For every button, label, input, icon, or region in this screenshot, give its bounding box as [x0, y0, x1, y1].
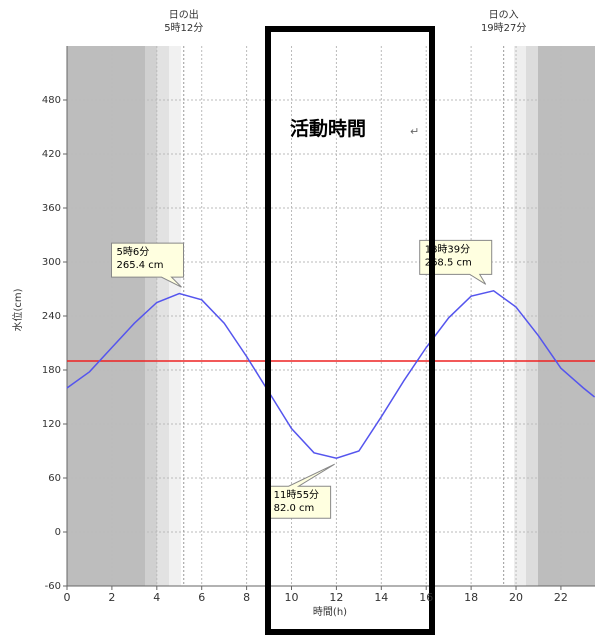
y-tick-label: 240 — [42, 311, 61, 322]
x-tick-label: 18 — [464, 591, 478, 604]
annotation: 5時6分 265.4 cm — [111, 242, 184, 288]
annotation-time: 18時39分 — [425, 243, 470, 255]
tide-line — [66, 289, 595, 459]
x-tick-label: 12 — [329, 591, 343, 604]
y-axis-label: 水位(cm) — [11, 288, 24, 331]
x-tick-label: 16 — [419, 591, 433, 604]
y-tick-label: 300 — [42, 257, 61, 268]
y-tick-label: -60 — [45, 581, 61, 592]
annotation: 18時39分 268.5 cm — [419, 239, 493, 285]
annotation-box — [419, 239, 493, 285]
annotation-box — [111, 242, 184, 288]
y-tick-label: 60 — [48, 473, 61, 484]
annotation: 11時55分 82.0 cm — [268, 463, 335, 519]
return-mark: ↵ — [410, 125, 419, 138]
marks: 5時6分 265.4 cm 11時55分 82.0 cm 18時39分 268.5 cm — [66, 239, 595, 519]
annotation-time: 5時6分 — [117, 246, 150, 258]
x-tick-label: 6 — [198, 591, 205, 604]
sun-label: 日の入 — [489, 10, 519, 21]
y-tick-label: 120 — [42, 419, 61, 430]
x-tick-label: 8 — [243, 591, 250, 604]
y-tick-label: 0 — [55, 527, 61, 538]
annotation-level: 265.4 cm — [117, 260, 164, 271]
x-tick-label: 20 — [509, 591, 523, 604]
y-tick-label: 360 — [42, 203, 61, 214]
x-tick-label: 0 — [64, 591, 71, 604]
y-tick-label: 420 — [42, 149, 61, 160]
annotation-box — [268, 463, 335, 519]
annotation-level: 268.5 cm — [425, 257, 472, 268]
sun-label: 日の出 — [169, 8, 199, 21]
y-tick-label: 480 — [42, 95, 61, 106]
x-tick-label: 14 — [374, 591, 388, 604]
x-tick-label: 2 — [108, 591, 115, 604]
x-tick-label: 4 — [153, 591, 160, 604]
x-tick-label: 10 — [285, 591, 299, 604]
sun-time: 5時12分 — [164, 22, 203, 34]
highlight-box — [265, 26, 435, 635]
sun-time: 19時27分 — [481, 22, 526, 34]
x-axis-label: 時間(h) — [313, 606, 347, 618]
annotation-time: 11時55分 — [274, 489, 319, 501]
y-tick-label: 180 — [42, 365, 61, 376]
annotation-level: 82.0 cm — [274, 503, 315, 514]
highlight-label: 活動時間 — [290, 117, 366, 140]
night-shading — [67, 46, 595, 586]
x-tick-label: 22 — [554, 591, 568, 604]
